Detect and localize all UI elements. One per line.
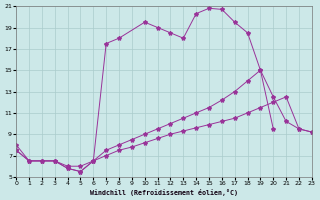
X-axis label: Windchill (Refroidissement éolien,°C): Windchill (Refroidissement éolien,°C) (90, 189, 238, 196)
